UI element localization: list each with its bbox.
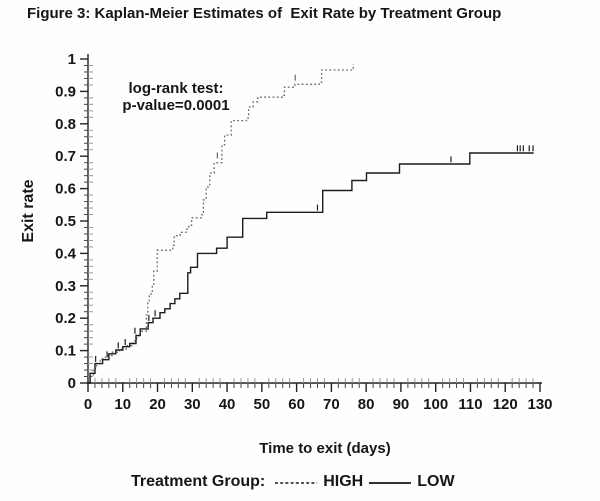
x-tick-label-20: 20	[149, 396, 166, 413]
y-tick-label-0.6: 0.6	[55, 181, 76, 198]
x-tick-label-110: 110	[458, 396, 482, 413]
y-tick-label-0.3: 0.3	[55, 278, 76, 295]
x-tick-label-0: 0	[84, 396, 92, 413]
y-tick-label-0: 0	[68, 375, 76, 392]
legend-item-high: HIGH	[323, 473, 364, 490]
y-tick-label-0.2: 0.2	[55, 310, 76, 327]
y-axis-label: Exit rate	[20, 179, 37, 243]
legend-title: Treatment Group:	[131, 473, 266, 490]
log-rank-annotation: log-rank test: p-value=0.0001	[101, 80, 251, 114]
x-tick-label-120: 120	[493, 396, 518, 413]
x-tick-label-10: 10	[114, 396, 131, 413]
y-tick-label-0.1: 0.1	[55, 343, 76, 360]
y-tick-label-0.5: 0.5	[55, 213, 76, 230]
log-rank-annotation-line1: log-rank test:	[128, 80, 224, 97]
x-axis-label: Time to exit (days)	[259, 440, 391, 457]
x-tick-label-70: 70	[323, 396, 340, 413]
x-tick-label-50: 50	[254, 396, 271, 413]
x-tick-label-80: 80	[358, 396, 375, 413]
y-tick-label-0.4: 0.4	[55, 245, 77, 262]
x-tick-label-40: 40	[219, 396, 236, 413]
legend-line-low-icon	[369, 482, 412, 484]
y-tick-label-1: 1	[68, 51, 76, 68]
legend-item-low: LOW	[417, 473, 455, 490]
curve-low	[88, 152, 534, 384]
figure-title: Figure 3: Kaplan-Meier Estimates of Exit…	[27, 5, 502, 22]
y-tick-label-0.7: 0.7	[55, 148, 76, 165]
y-tick-label-0.9: 0.9	[55, 83, 76, 100]
x-tick-label-30: 30	[184, 396, 201, 413]
x-tick-label-130: 130	[527, 396, 552, 413]
x-tick-label-90: 90	[393, 396, 410, 413]
legend-line-high-icon	[275, 482, 318, 484]
x-tick-label-60: 60	[288, 396, 305, 413]
log-rank-annotation-line2: p-value=0.0001	[122, 97, 230, 114]
y-tick-label-0.8: 0.8	[55, 116, 76, 133]
legend: Treatment Group: HIGH LOW	[131, 473, 455, 491]
x-tick-label-100: 100	[423, 396, 448, 413]
